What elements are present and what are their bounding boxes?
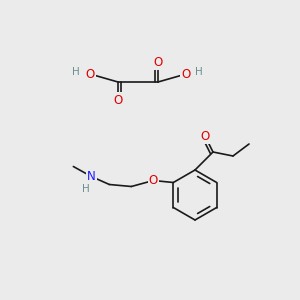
Text: O: O: [113, 94, 123, 106]
Text: O: O: [149, 174, 158, 187]
Text: H: H: [195, 67, 203, 77]
Text: O: O: [153, 56, 163, 68]
Text: H: H: [72, 67, 80, 77]
Text: O: O: [85, 68, 94, 80]
Text: O: O: [182, 68, 190, 80]
Text: H: H: [82, 184, 90, 194]
Text: N: N: [87, 170, 96, 183]
Text: O: O: [200, 130, 210, 142]
